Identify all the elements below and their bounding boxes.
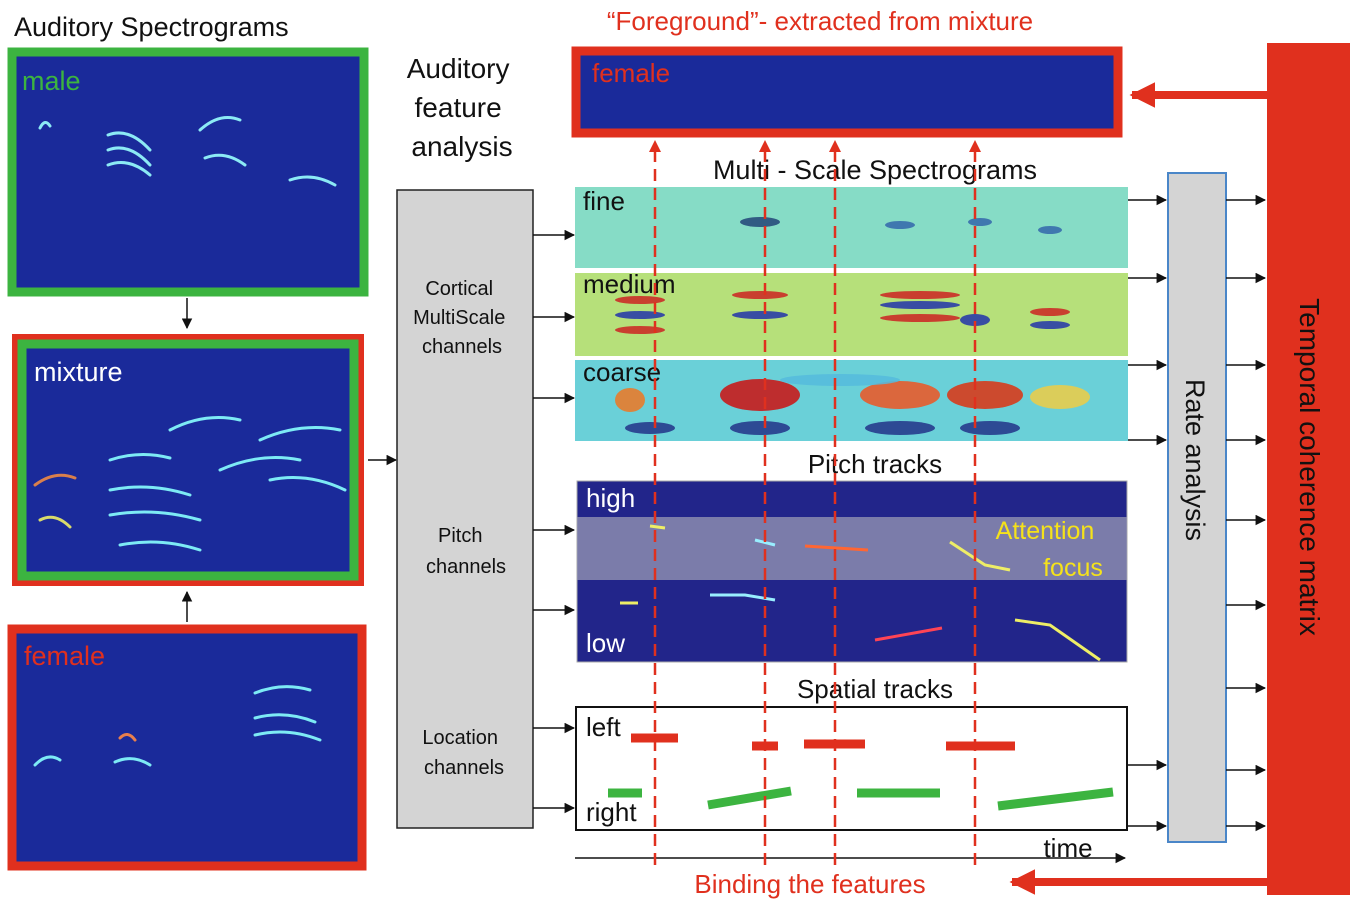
shape [740, 217, 780, 227]
shape [625, 422, 675, 434]
shape [650, 526, 665, 528]
time-label: time [1043, 833, 1092, 863]
shape [1030, 308, 1070, 316]
shape [880, 314, 960, 322]
scale-label: fine [583, 186, 625, 216]
foreground-label: female [592, 58, 670, 88]
shape [1038, 226, 1062, 234]
spatial-title: Spatial tracks [797, 674, 953, 704]
shape [880, 291, 960, 299]
shape [732, 311, 788, 319]
foreground-title: “Foreground”- extracted from mixture [607, 6, 1033, 36]
shape [615, 388, 645, 412]
attention-label: Attention [996, 517, 1095, 545]
spatial-panel [576, 707, 1127, 830]
shape [947, 381, 1023, 409]
pitch-high: high [586, 483, 635, 513]
feature-title: Auditory feature analysis [407, 53, 518, 162]
diagram: Auditory Spectrograms male mixture femal… [0, 0, 1359, 904]
scale-label: medium [583, 269, 675, 299]
shape [1030, 321, 1070, 329]
shape [1030, 385, 1090, 409]
shape [865, 421, 935, 435]
pitch-low: low [586, 628, 625, 658]
pitch-title: Pitch tracks [808, 449, 942, 479]
male-label: male [22, 66, 81, 96]
shape [730, 421, 790, 435]
left-title: Auditory Spectrograms [14, 12, 289, 42]
mixture-label: mixture [34, 357, 123, 387]
cortical-channels: Cortical MultiScale channels [413, 278, 511, 358]
female-label: female [24, 641, 105, 671]
shape [780, 374, 900, 386]
binding-heads [649, 140, 981, 152]
shape [615, 326, 665, 334]
shape [615, 311, 665, 319]
matrix-label: Temporal coherence matrix [1294, 298, 1325, 636]
shape [732, 291, 788, 299]
multiscale-title: Multi - Scale Spectrograms [713, 155, 1037, 185]
shape [860, 381, 940, 409]
shape [968, 218, 992, 226]
scale-label: coarse [583, 357, 661, 387]
binding-label: Binding the features [694, 869, 925, 899]
shape [720, 379, 800, 411]
shape [960, 421, 1020, 435]
shape [885, 221, 915, 229]
spatial-right: right [586, 797, 637, 827]
focus-label: focus [1043, 554, 1103, 582]
rate-label: Rate analysis [1180, 379, 1210, 541]
spatial-left: left [586, 712, 621, 742]
shape [880, 301, 960, 309]
